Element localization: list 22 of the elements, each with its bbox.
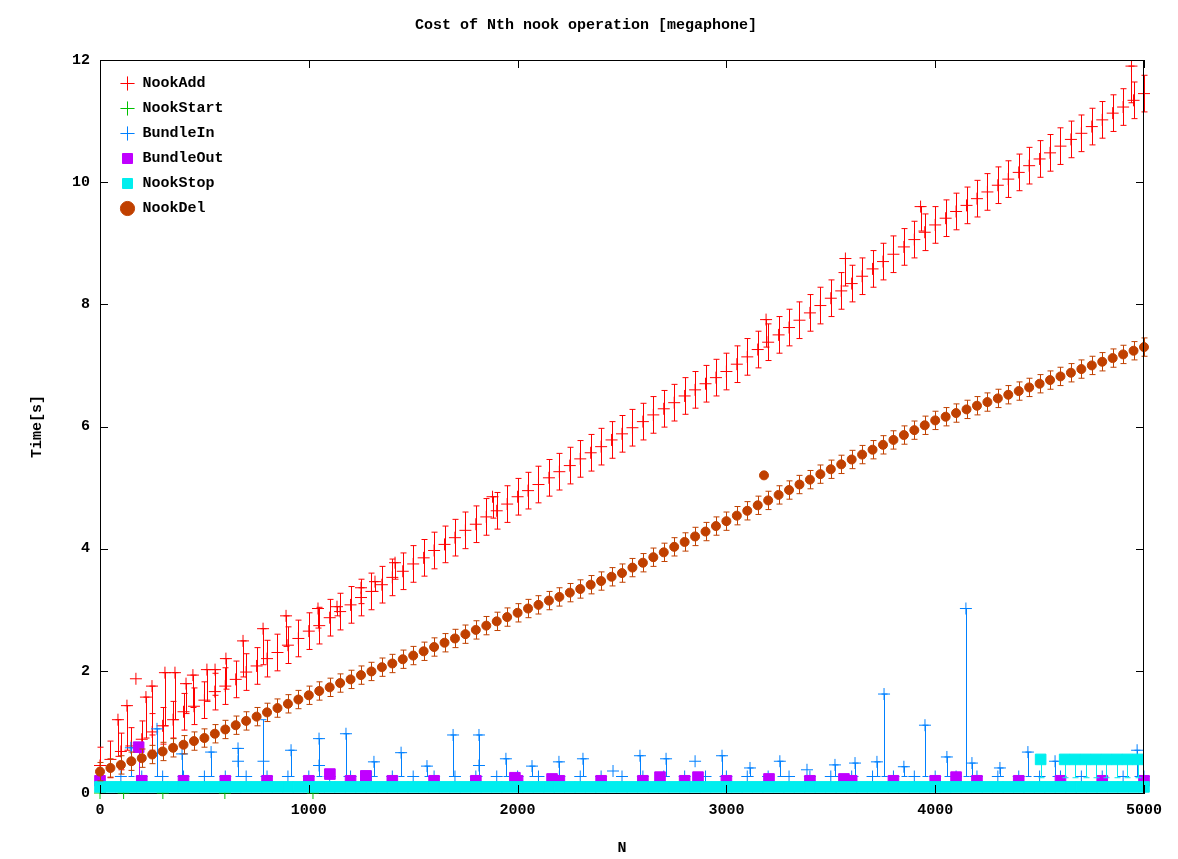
x-tick-label: 3000	[708, 801, 745, 819]
legend-label: NookAdd	[142, 75, 206, 93]
x-tick-label: 1000	[290, 801, 327, 819]
y-tick-label: 12	[71, 51, 90, 69]
x-tick-label: 5000	[1125, 801, 1163, 819]
x-axis-title: N	[617, 839, 627, 857]
y-tick-label: 8	[80, 296, 90, 314]
legend-label: BundleIn	[142, 125, 215, 143]
y-tick-label: 4	[80, 540, 90, 558]
y-tick-label: 0	[80, 784, 90, 802]
y-tick-label: 10	[71, 173, 90, 191]
x-tick-label: 2000	[499, 801, 536, 819]
legend-label: NookStop	[142, 175, 215, 193]
legend-label: NookDel	[142, 200, 206, 218]
y-tick-label: 2	[80, 662, 90, 680]
x-tick-label: 0	[95, 801, 105, 819]
legend-label: BundleOut	[142, 150, 224, 168]
x-tick-label: 4000	[917, 801, 954, 819]
chart-title: Cost of Nth nook operation [megaphone]	[414, 16, 758, 34]
legend-label: NookStart	[142, 100, 224, 118]
y-tick-label: 6	[80, 418, 90, 436]
y-axis-title: Time[s]	[28, 394, 46, 459]
